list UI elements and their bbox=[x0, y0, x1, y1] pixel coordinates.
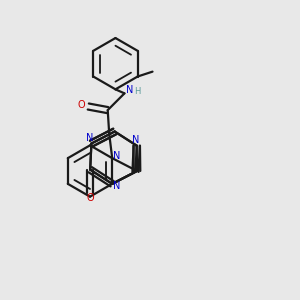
Text: N: N bbox=[86, 133, 94, 142]
Text: N: N bbox=[113, 151, 120, 161]
Text: O: O bbox=[86, 193, 94, 203]
Text: N: N bbox=[113, 181, 120, 191]
Text: N: N bbox=[126, 85, 134, 95]
Text: N: N bbox=[131, 135, 139, 145]
Text: H: H bbox=[134, 87, 140, 96]
Text: O: O bbox=[78, 100, 85, 110]
